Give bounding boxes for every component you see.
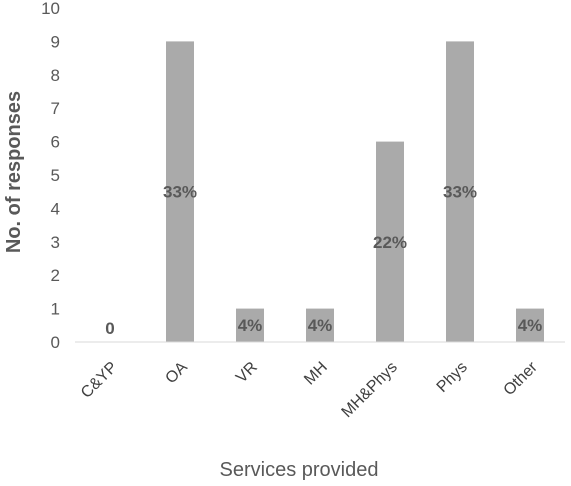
y-axis-title: No. of responses: [3, 91, 25, 253]
data-label: 0: [105, 319, 114, 338]
y-tick-label: 9: [51, 32, 60, 51]
bar: [516, 308, 544, 342]
data-labels: 0 33% 4% 4% 22% 33% 4%: [105, 183, 542, 338]
bar: [236, 308, 264, 342]
data-label: 4%: [308, 316, 333, 335]
bar: [166, 41, 194, 343]
data-label: 33%: [443, 183, 477, 202]
x-tick-label: Other: [501, 358, 542, 399]
x-axis-ticks: C&YP OA VR MH MH&Phys Phys Other: [78, 358, 541, 421]
y-tick-label: 2: [51, 266, 60, 285]
bar: [376, 141, 404, 342]
bar: [446, 41, 474, 343]
bar: [306, 308, 334, 342]
x-tick-label: MH: [301, 359, 331, 389]
data-label: 33%: [163, 183, 197, 202]
y-tick-label: 3: [51, 233, 60, 252]
y-axis-ticks: 0 1 2 3 4 5 6 7 8 9 10: [41, 0, 60, 352]
data-label: 22%: [373, 233, 407, 252]
x-tick-label: OA: [162, 359, 191, 388]
x-axis-title: Services provided: [220, 459, 379, 481]
y-tick-label: 8: [51, 66, 60, 85]
y-tick-label: 0: [51, 333, 60, 352]
y-tick-label: 5: [51, 166, 60, 185]
x-tick-label: VR: [233, 359, 261, 387]
x-tick-label: MH&Phys: [339, 359, 401, 421]
x-tick-label: Phys: [434, 359, 471, 396]
y-tick-label: 10: [41, 0, 60, 18]
x-tick-label: C&YP: [78, 359, 121, 402]
y-tick-label: 1: [51, 300, 60, 319]
bars: [166, 41, 544, 343]
data-label: 4%: [238, 316, 263, 335]
data-label: 4%: [518, 316, 543, 335]
y-tick-label: 6: [51, 133, 60, 152]
y-tick-label: 7: [51, 99, 60, 118]
y-tick-label: 4: [51, 199, 60, 218]
